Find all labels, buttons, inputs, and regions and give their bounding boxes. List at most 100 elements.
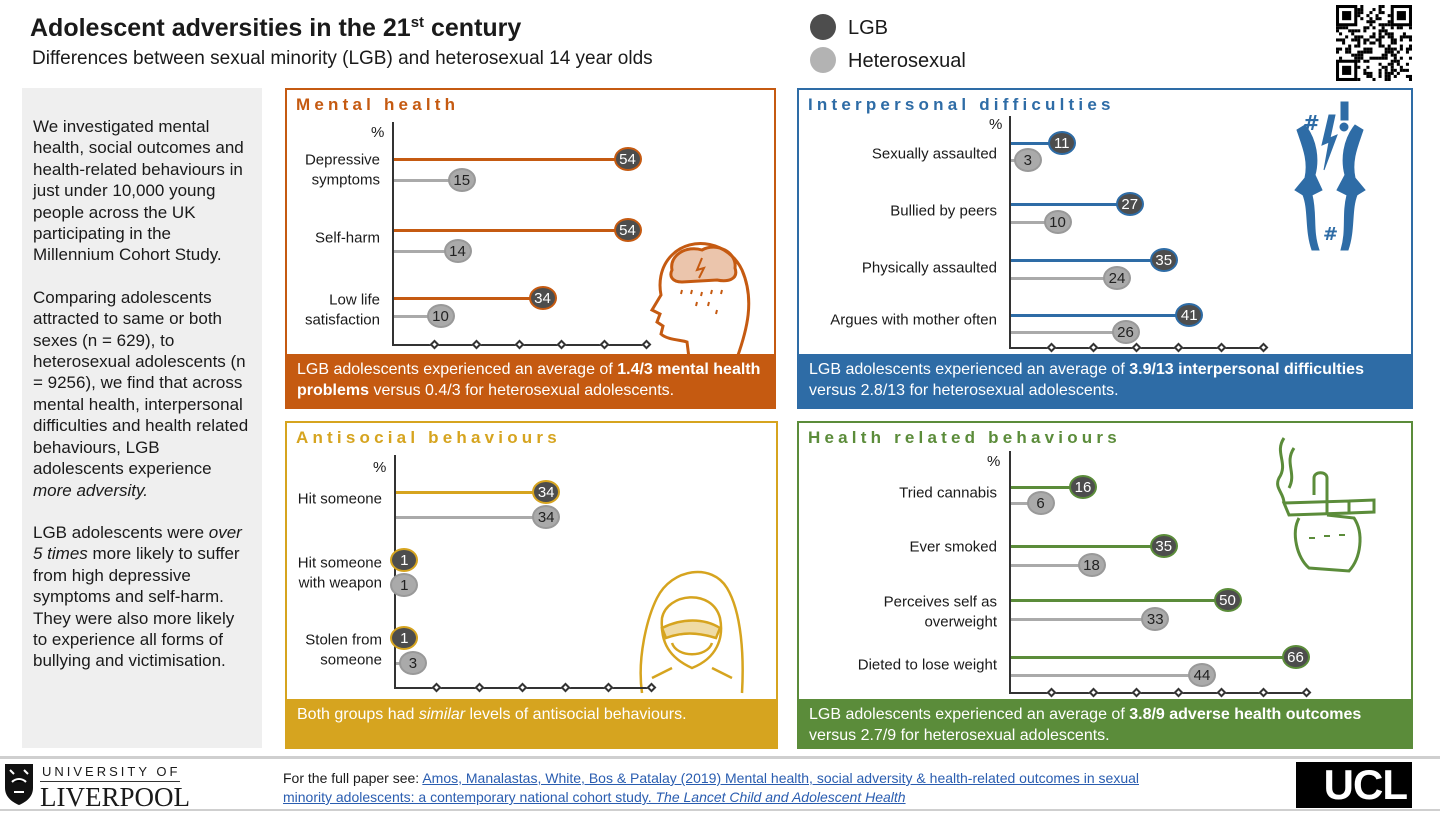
- svg-text:#: #: [1323, 224, 1338, 245]
- heterosexual-value-label: 10: [426, 304, 455, 328]
- summary-highlight: 1.4/3 mental health problems: [297, 361, 761, 399]
- university-of-text: UNIVERSITY OF: [42, 764, 181, 779]
- category-label: Hit someone with weapon: [297, 554, 382, 592]
- hooded-figure-illustration: [639, 570, 744, 694]
- heterosexual-bar: [394, 250, 454, 253]
- lgb-value-label: 41: [1175, 303, 1204, 327]
- lgb-value-label: 11: [1047, 131, 1076, 155]
- category-label: Dieted to lose weight: [857, 656, 997, 674]
- lgb-bar: [394, 158, 624, 161]
- summary-text: LGB adolescents experienced an average o…: [297, 361, 618, 378]
- category-label: Tried cannabis: [899, 484, 997, 502]
- heterosexual-value-label: 34: [532, 505, 561, 529]
- svg-text:#: #: [1303, 111, 1320, 135]
- heterosexual-value-label: 33: [1141, 607, 1170, 631]
- paper-reference-link[interactable]: Amos, Manalastas, White, Bos & Patalay (…: [283, 770, 1139, 805]
- lgb-bar: [1011, 656, 1292, 659]
- x-axis-tick: [1046, 687, 1056, 698]
- heterosexual-bar: [394, 179, 458, 182]
- category-label: Self-harm: [314, 229, 380, 247]
- qr-code[interactable]: [1335, 5, 1413, 81]
- lgb-value-label: 34: [532, 480, 561, 504]
- interpersonal-difficulties-panel: # # Interpersonal difficulties% Sexually …: [797, 88, 1413, 409]
- lgb-bar: [1011, 142, 1058, 145]
- summary-text: LGB adolescents experienced an average o…: [809, 361, 1130, 378]
- summary-text-end: versus 2.8/13 for heterosexual adolescen…: [809, 382, 1119, 399]
- intro-paragraph-1: We investigated mental health, social ou…: [33, 117, 244, 265]
- summary-text-end: levels of antisocial behaviours.: [465, 706, 687, 723]
- lgb-bar: [1011, 545, 1160, 548]
- summary-text: LGB adolescents experienced an average o…: [809, 706, 1130, 723]
- lgb-bar: [1011, 203, 1126, 206]
- lgb-value-label: 35: [1149, 534, 1178, 558]
- x-axis-tick: [603, 682, 614, 693]
- x-axis-tick: [431, 682, 442, 693]
- arguing-faces-illustration: # #: [1294, 101, 1366, 251]
- lgb-value-label: 54: [613, 218, 642, 242]
- panel-title: Antisocial behaviours: [296, 428, 561, 447]
- footer-divider: [0, 756, 1440, 759]
- x-axis-tick: [1173, 687, 1184, 698]
- lgb-bar: [1011, 314, 1186, 317]
- category-label: Low life satisfaction: [304, 291, 380, 329]
- heterosexual-value-label: 44: [1188, 663, 1216, 687]
- liverpool-text: LIVERPOOL: [40, 782, 190, 812]
- lgb-value-label: 50: [1213, 588, 1242, 612]
- lgb-value-label: 1: [390, 626, 419, 650]
- summary-text-end: versus 2.7/9 for heterosexual adolescent…: [809, 727, 1110, 744]
- y-axis-line: [394, 455, 396, 688]
- x-axis-tick: [1258, 342, 1269, 353]
- category-label: Ever smoked: [909, 538, 997, 556]
- x-axis-tick: [429, 339, 439, 350]
- summary-text-end: versus 0.4/3 for heterosexual adolescent…: [369, 382, 675, 399]
- hand-cigarette-illustration: [1276, 437, 1376, 573]
- heterosexual-bar: [396, 516, 543, 519]
- summary-emphasis: similar: [418, 706, 466, 723]
- panel-title: Mental health: [296, 95, 460, 114]
- heterosexual-value-label: 3: [398, 651, 427, 675]
- footer-bottom-border: [0, 809, 1440, 811]
- panel-summary: LGB adolescents experienced an average o…: [287, 354, 774, 407]
- heterosexual-bar: [1011, 331, 1122, 334]
- y-axis-unit-label: %: [987, 453, 1001, 470]
- lgb-value-label: 34: [528, 286, 557, 310]
- x-axis-tick: [517, 682, 528, 693]
- heterosexual-bar: [1011, 277, 1113, 280]
- heterosexual-value-label: 18: [1077, 553, 1106, 577]
- intro-paragraph-2: Comparing adolescents attracted to same …: [33, 287, 249, 500]
- page-subtitle: Differences between sexual minority (LGB…: [32, 48, 653, 69]
- x-axis-tick: [1216, 342, 1226, 353]
- x-axis-tick: [556, 339, 567, 350]
- x-axis-tick: [1131, 687, 1141, 698]
- legend-lgb-marker: [810, 14, 836, 40]
- category-label: Hit someone: [297, 490, 382, 508]
- x-axis-tick: [1216, 687, 1226, 698]
- x-axis-tick: [1173, 342, 1184, 353]
- x-axis-tick: [1301, 687, 1311, 698]
- heterosexual-value-label: 3: [1013, 148, 1042, 172]
- x-axis-tick: [560, 682, 571, 693]
- y-axis-unit-label: %: [371, 124, 385, 141]
- legend-het-label: Heterosexual: [848, 50, 966, 72]
- intro-paragraph-3: LGB adolescents were over 5 times more l…: [33, 522, 242, 671]
- heterosexual-value-label: 1: [390, 573, 419, 597]
- heterosexual-bar: [1011, 618, 1152, 621]
- category-label: Bullied by peers: [890, 202, 997, 220]
- x-axis-tick: [599, 339, 609, 350]
- heterosexual-value-label: 26: [1111, 320, 1140, 344]
- panel-summary: LGB adolescents experienced an average o…: [799, 699, 1411, 747]
- mental-health-panel: Mental health% Depressive symptoms 54 15 Sel…: [285, 88, 776, 409]
- lgb-bar: [394, 229, 624, 232]
- heterosexual-value-label: 24: [1103, 266, 1131, 290]
- category-label: Depressive symptoms: [304, 151, 380, 189]
- ucl-logo: UCL: [1296, 762, 1412, 808]
- lgb-value-label: 1: [390, 548, 419, 572]
- x-axis-line: [1009, 692, 1307, 694]
- page-title: Adolescent adversities in the 21st centu…: [30, 14, 522, 43]
- category-label: Physically assaulted: [861, 259, 997, 277]
- lgb-value-label: 16: [1069, 475, 1097, 499]
- lgb-value-label: 27: [1115, 192, 1144, 216]
- heterosexual-value-label: 6: [1026, 491, 1055, 515]
- category-label: Perceives self as overweight: [883, 593, 997, 631]
- heterosexual-bar: [394, 315, 437, 318]
